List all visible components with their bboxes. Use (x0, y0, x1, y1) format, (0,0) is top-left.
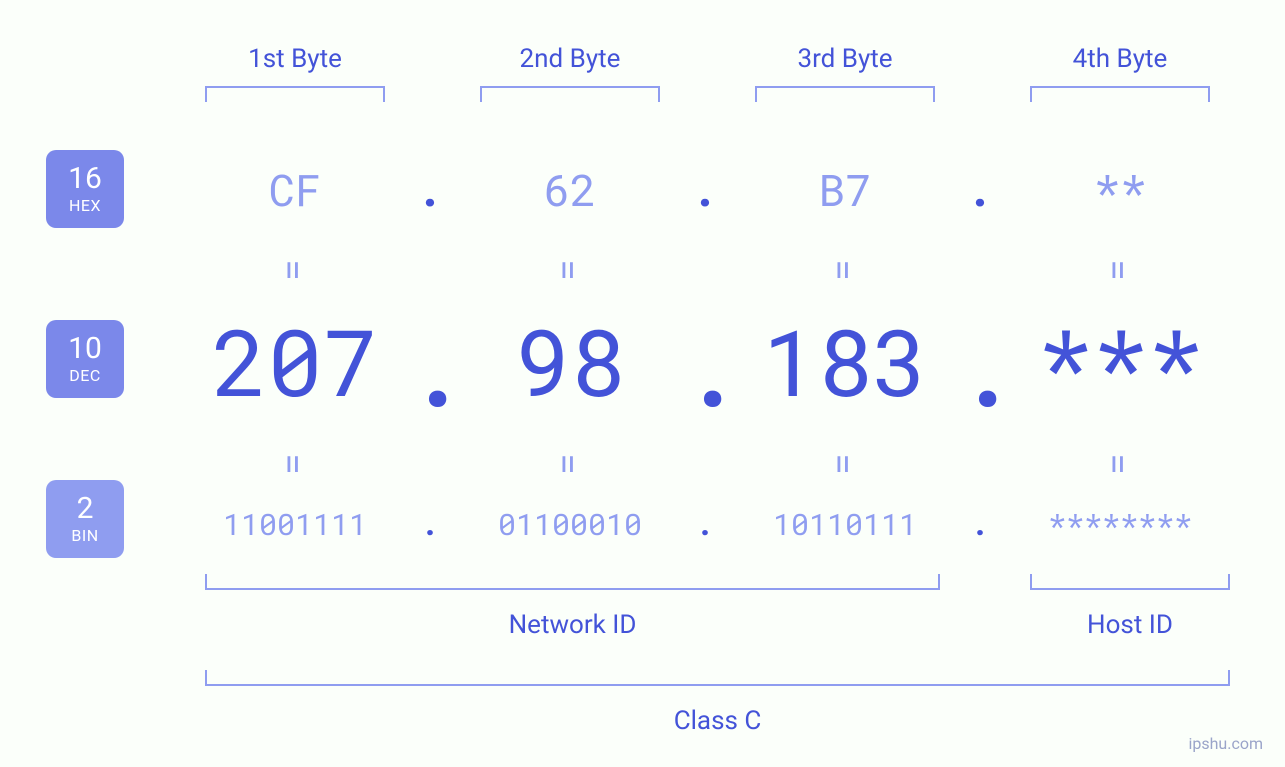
class-label: Class C (205, 706, 1230, 736)
watermark: ipshu.com (1188, 734, 1263, 753)
bin-dot-1: . (410, 505, 450, 544)
dec-dot-1: . (410, 310, 450, 431)
eq-hexdec-4: = (1096, 255, 1144, 285)
dec-dot-2: . (685, 310, 725, 431)
base-label-hex: HEX (69, 198, 101, 214)
bin-dot-3: . (960, 505, 1000, 544)
byte-bracket-2 (480, 86, 660, 102)
base-num-bin: 2 (77, 494, 94, 524)
bin-byte-4: ******** (1005, 505, 1235, 544)
ip-address-diagram: 1st Byte 2nd Byte 3rd Byte 4th Byte 16 H… (0, 0, 1285, 767)
eq-hexdec-1: = (271, 255, 319, 285)
eq-decbin-1: = (271, 449, 319, 479)
base-label-dec: DEC (69, 368, 101, 384)
network-bracket (205, 574, 940, 590)
host-label: Host ID (1030, 610, 1230, 640)
eq-decbin-4: = (1096, 449, 1144, 479)
base-num-hex: 16 (68, 164, 102, 194)
bin-dot-2: . (685, 505, 725, 544)
base-badge-bin: 2 BIN (46, 480, 124, 558)
byte-bracket-3 (755, 86, 935, 102)
byte-header-3: 3rd Byte (730, 44, 960, 74)
eq-decbin-2: = (546, 449, 594, 479)
hex-byte-3: B7 (730, 160, 960, 218)
dec-byte-3: 183 (730, 300, 960, 421)
dec-byte-4: *** (1005, 300, 1235, 421)
hex-dot-1: . (410, 160, 450, 218)
network-label: Network ID (205, 610, 940, 640)
host-bracket (1030, 574, 1230, 590)
hex-byte-4: ** (1005, 160, 1235, 218)
dec-byte-2: 98 (455, 300, 685, 421)
hex-byte-2: 62 (455, 160, 685, 218)
eq-decbin-3: = (821, 449, 869, 479)
base-num-dec: 10 (68, 334, 102, 364)
byte-bracket-1 (205, 86, 385, 102)
byte-bracket-4 (1030, 86, 1210, 102)
bin-byte-3: 10110111 (730, 505, 960, 544)
byte-header-1: 1st Byte (180, 44, 410, 74)
eq-hexdec-3: = (821, 255, 869, 285)
eq-hexdec-2: = (546, 255, 594, 285)
dec-byte-1: 207 (180, 300, 410, 421)
dec-dot-3: . (960, 310, 1000, 431)
hex-byte-1: CF (180, 160, 410, 218)
byte-header-2: 2nd Byte (455, 44, 685, 74)
base-label-bin: BIN (71, 528, 98, 544)
hex-dot-2: . (685, 160, 725, 218)
base-badge-dec: 10 DEC (46, 320, 124, 398)
base-badge-hex: 16 HEX (46, 150, 124, 228)
bin-byte-1: 11001111 (180, 505, 410, 544)
hex-dot-3: . (960, 160, 1000, 218)
byte-header-4: 4th Byte (1005, 44, 1235, 74)
bin-byte-2: 01100010 (455, 505, 685, 544)
class-bracket (205, 670, 1230, 686)
